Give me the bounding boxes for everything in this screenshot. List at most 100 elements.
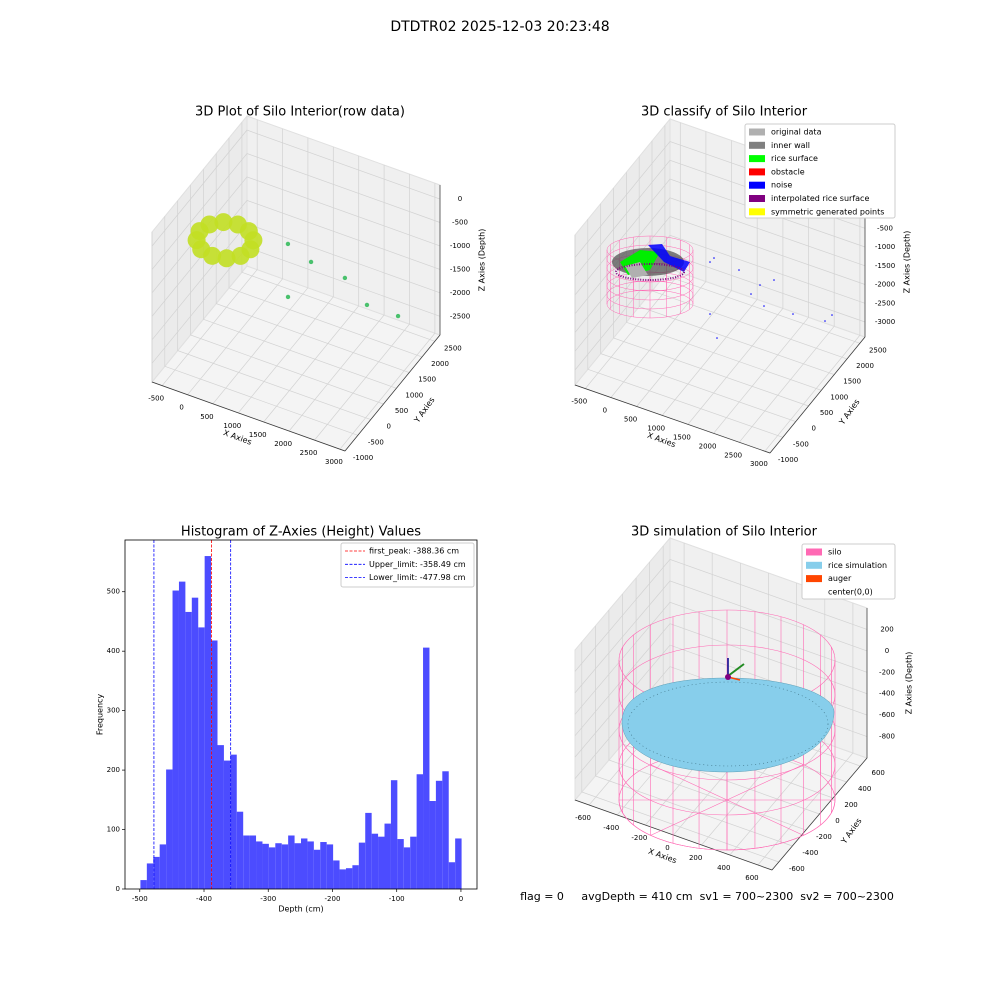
grid-line: [581, 642, 779, 863]
y-axis-label: Frequency: [96, 694, 105, 736]
noise-points: [648, 244, 690, 272]
point: [364, 302, 370, 308]
bar: [153, 856, 160, 889]
bar: [307, 841, 314, 889]
legend-box: [340, 542, 475, 588]
x-tick-label: -200: [325, 895, 341, 903]
grid-line: [263, 155, 360, 423]
grid-line: [574, 178, 866, 296]
point: [214, 213, 233, 232]
x-tick-label: 500: [200, 413, 213, 421]
x-tick-label: 200: [689, 854, 702, 862]
y-axis: [344, 334, 441, 452]
noise-dot: [738, 269, 740, 271]
chart-title: Histogram of Z-Axies (Height) Values: [181, 525, 421, 540]
y-tick-label: 100: [107, 826, 120, 834]
y-tick-label: 1500: [843, 378, 861, 386]
bar: [159, 844, 167, 889]
point: [203, 246, 222, 265]
bar: [146, 863, 154, 889]
point: [217, 249, 236, 268]
bar: [416, 774, 424, 889]
point: [285, 294, 291, 300]
chart-title: 3D simulation of Silo Interior: [631, 525, 818, 540]
z-tick-label: 0: [458, 195, 462, 203]
x-tick-label: 500: [624, 415, 637, 423]
x-tick-label: 1500: [673, 433, 691, 441]
noise-dot: [792, 313, 794, 315]
x-tick-label: 1000: [223, 422, 241, 430]
x-tick-label: 0: [459, 895, 463, 903]
legend-patch: [749, 181, 765, 189]
z-tick-label: -2500: [450, 312, 470, 320]
noise-dot: [773, 279, 775, 281]
grid-line: [339, 183, 436, 450]
grid-line: [638, 156, 835, 375]
legend-label: obstacle: [771, 167, 805, 176]
legend-label: center(0,0): [828, 587, 873, 596]
grid-line: [608, 610, 807, 831]
grid-line: [574, 216, 866, 333]
y-tick-label: 2000: [856, 362, 874, 370]
bar: [326, 844, 334, 889]
status-text: flag = 0 avgDepth = 410 cm sv1 = 700~230…: [520, 890, 894, 903]
grid-line: [574, 601, 868, 715]
y-tick-label: -200: [816, 833, 832, 841]
y-tick-label: -1000: [778, 456, 798, 464]
bar: [217, 745, 224, 889]
grid-line: [164, 216, 358, 436]
grid-line: [288, 165, 385, 432]
y-tick-label: 300: [107, 707, 120, 715]
legend-patch: [749, 168, 765, 176]
x-tick-label: 3000: [325, 458, 343, 466]
noise-dot: [824, 320, 826, 322]
y-tick-label: 500: [107, 588, 120, 596]
z-tick-label: -500: [452, 219, 468, 227]
x-tick-label: 2000: [699, 442, 717, 450]
grid-line: [757, 603, 854, 866]
grid-line: [151, 129, 441, 247]
y-tick-label: -400: [802, 849, 818, 857]
point: [231, 246, 250, 265]
x-tick-label: -400: [196, 895, 212, 903]
grid-line: [151, 153, 441, 270]
original-data: [625, 262, 648, 278]
y-tick-label: 2500: [869, 346, 887, 354]
y-tick-label: 0: [116, 885, 120, 893]
z-tick-label: -1000: [450, 242, 470, 250]
bar: [313, 849, 321, 889]
bar: [204, 556, 212, 889]
x-tick-label: 3000: [750, 460, 768, 468]
legend-patch: [806, 548, 822, 556]
legend-label: symmetric generated points: [771, 207, 884, 216]
grid-line: [613, 188, 809, 407]
y-axis: [769, 336, 866, 454]
x-tick-label: 2500: [300, 449, 318, 457]
bar: [333, 860, 340, 889]
y-tick-label: -500: [368, 438, 384, 446]
point: [308, 259, 314, 265]
bar: [435, 780, 443, 889]
grid-line: [574, 623, 868, 736]
y-tick-label: 0: [811, 425, 815, 433]
z-tick-label: -2000: [875, 281, 895, 289]
bar: [172, 590, 179, 889]
y-tick-label: -1000: [353, 454, 373, 462]
y-tick-label: 600: [872, 769, 885, 777]
grid-line: [636, 140, 732, 407]
chart-title: 3D Plot of Silo Interior(row data): [195, 105, 405, 120]
x-tick-label: 600: [745, 874, 758, 882]
grid-line: [228, 137, 423, 358]
grid-line: [215, 153, 410, 373]
figure-title: DTDTR02 2025-12-03 20:23:48: [390, 19, 609, 35]
legend-patch: [806, 588, 822, 596]
bar: [262, 843, 269, 889]
grid-line: [187, 128, 283, 395]
z-tick-label: -600: [879, 711, 895, 719]
legend-label: auger: [828, 574, 852, 583]
bar: [352, 865, 359, 889]
x-tick-label: 1500: [249, 431, 267, 439]
y-tick-label: 0: [386, 423, 390, 431]
point: [228, 215, 247, 234]
